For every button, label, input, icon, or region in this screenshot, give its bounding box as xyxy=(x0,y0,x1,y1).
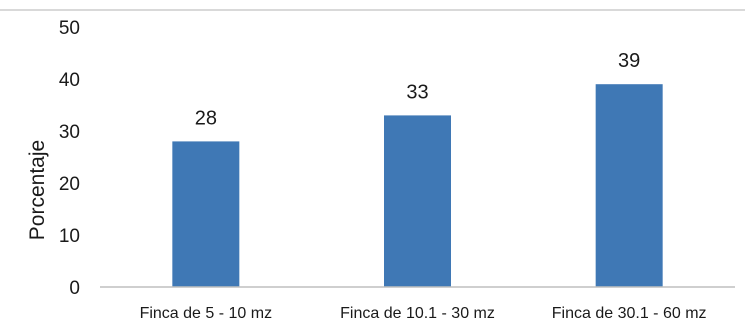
y-tick-label: 40 xyxy=(59,70,80,91)
data-label: 33 xyxy=(406,81,428,103)
x-axis-labels: Finca de 5 - 10 mz Finca de 10.1 - 30 mz F… xyxy=(140,305,707,322)
y-tick-label: 10 xyxy=(59,226,80,247)
y-tick-label: 30 xyxy=(59,122,80,143)
y-tick-label: 20 xyxy=(59,174,80,195)
y-tick-label: 50 xyxy=(59,18,80,39)
x-tick-label: Finca de 5 - 10 mz xyxy=(140,305,273,322)
bars xyxy=(172,84,663,288)
x-tick-label: Finca de 10.1 - 30 mz xyxy=(340,305,495,322)
bar xyxy=(172,141,240,287)
y-axis-title: Porcentaje xyxy=(26,140,49,240)
y-tick-label: 0 xyxy=(69,278,80,299)
x-tick-label: Finca de 30.1 - 60 mz xyxy=(552,305,707,322)
data-label: 39 xyxy=(618,50,640,72)
bar xyxy=(595,84,663,287)
y-axis-ticks: 0 10 20 30 40 50 xyxy=(59,18,80,299)
data-label: 28 xyxy=(195,107,217,129)
bar xyxy=(384,115,451,288)
data-labels: 28 33 39 xyxy=(195,50,641,129)
